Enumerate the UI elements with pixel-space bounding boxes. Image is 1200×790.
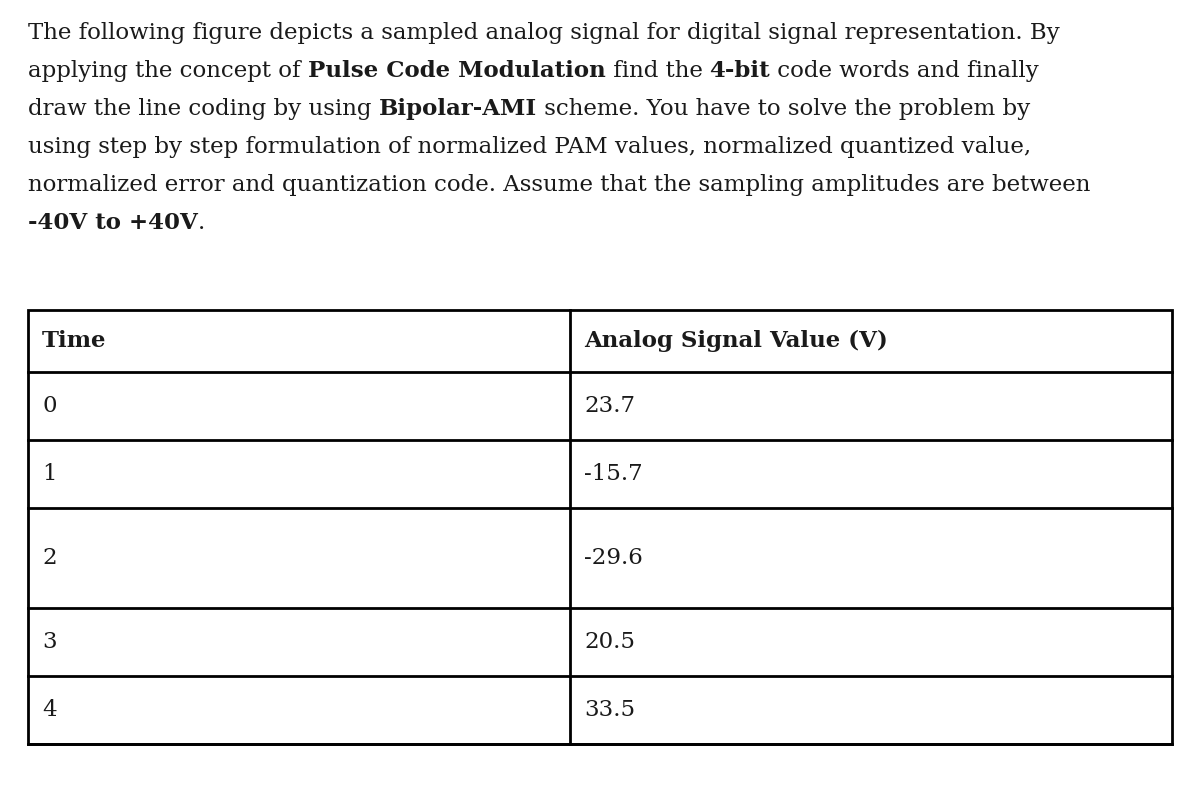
Text: code words and finally: code words and finally <box>770 60 1039 82</box>
Text: 20.5: 20.5 <box>584 631 635 653</box>
Text: Analog Signal Value (V): Analog Signal Value (V) <box>584 330 888 352</box>
Text: 4-bit: 4-bit <box>709 60 770 82</box>
Text: -15.7: -15.7 <box>584 463 643 485</box>
Text: using step by step formulation of normalized PAM values, normalized quantized va: using step by step formulation of normal… <box>28 136 1031 158</box>
Text: 4: 4 <box>42 699 56 721</box>
Text: The following figure depicts a sampled analog signal for digital signal represen: The following figure depicts a sampled a… <box>28 22 1060 44</box>
Text: normalized error and quantization code. Assume that the sampling amplitudes are : normalized error and quantization code. … <box>28 174 1091 196</box>
Text: 2: 2 <box>42 547 56 569</box>
Text: 0: 0 <box>42 395 56 417</box>
Text: Time: Time <box>42 330 107 352</box>
Text: .: . <box>198 212 205 234</box>
Text: -40V to +40V: -40V to +40V <box>28 212 198 234</box>
Text: Pulse Code Modulation: Pulse Code Modulation <box>307 60 606 82</box>
Text: find the: find the <box>606 60 709 82</box>
Text: scheme. You have to solve the problem by: scheme. You have to solve the problem by <box>536 98 1030 120</box>
Text: 33.5: 33.5 <box>584 699 635 721</box>
Text: 3: 3 <box>42 631 56 653</box>
Text: -29.6: -29.6 <box>584 547 643 569</box>
Text: applying the concept of: applying the concept of <box>28 60 307 82</box>
Text: 23.7: 23.7 <box>584 395 635 417</box>
Bar <box>28 310 1172 744</box>
Text: draw the line coding by using: draw the line coding by using <box>28 98 379 120</box>
Text: 1: 1 <box>42 463 56 485</box>
Text: Bipolar-AMI: Bipolar-AMI <box>379 98 536 120</box>
